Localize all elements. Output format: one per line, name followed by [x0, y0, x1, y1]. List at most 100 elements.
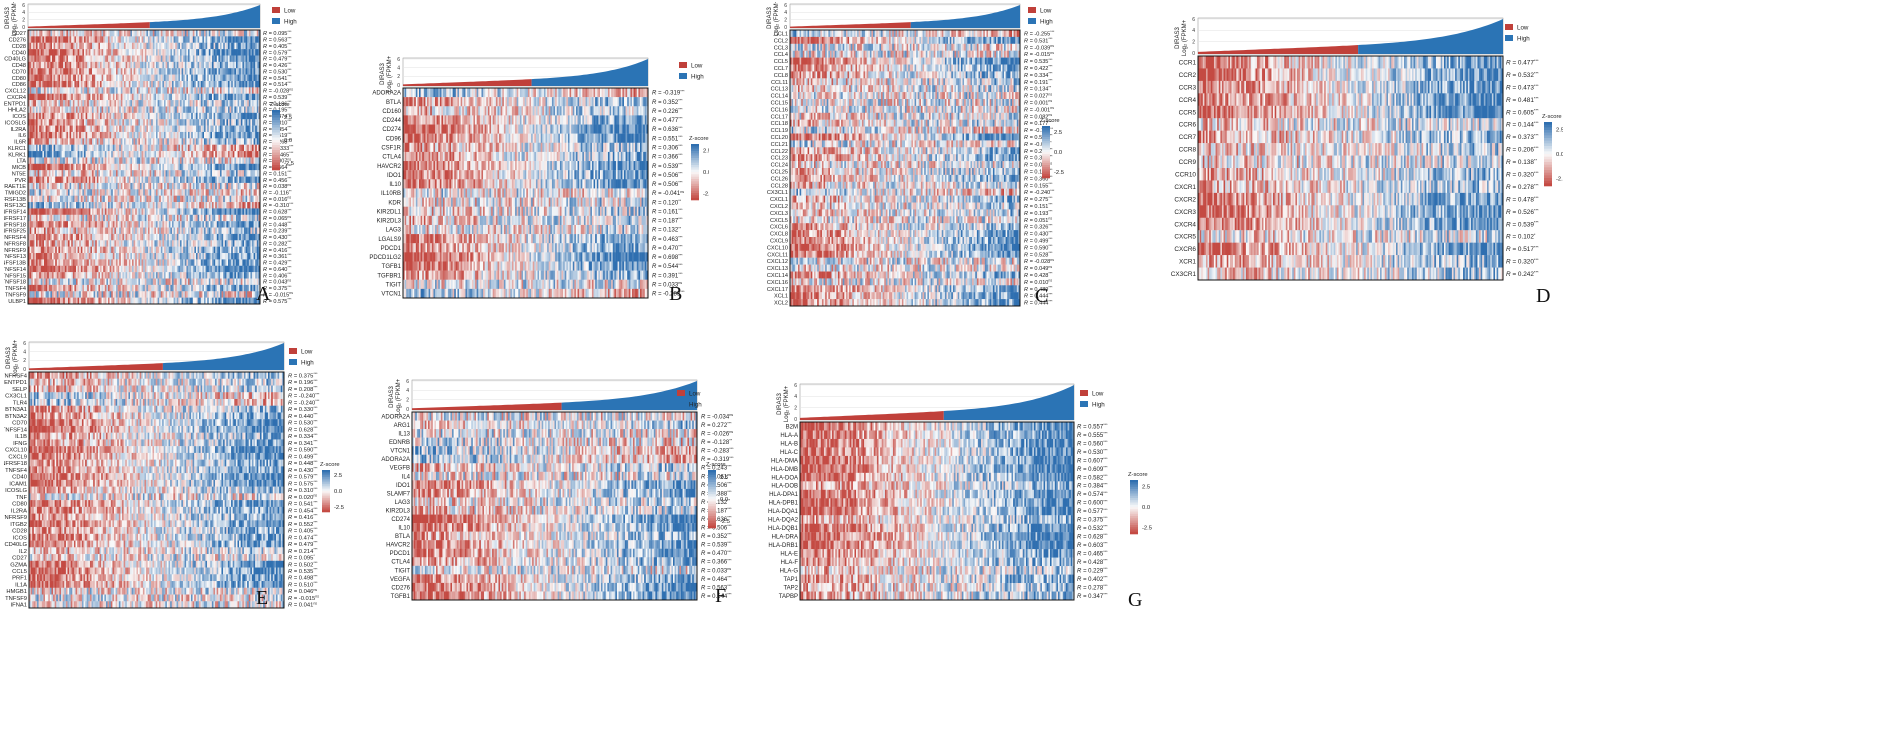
heatmap-cell: [58, 170, 61, 177]
heatmap-cell: [183, 151, 186, 158]
heatmap-cell: [104, 36, 107, 43]
heatmap-cell: [197, 221, 200, 228]
heatmap-cell: [183, 227, 186, 235]
heatmap-cell: [237, 112, 240, 120]
heatmap-cell: [239, 49, 242, 56]
heatmap-cell: [130, 144, 133, 152]
heatmap-cell: [82, 157, 85, 165]
heatmap-cell: [256, 80, 259, 88]
heatmap-cell: [194, 227, 197, 235]
heatmap-cell: [66, 182, 69, 190]
heatmap-cell: [117, 119, 120, 126]
heatmap-cell: [221, 170, 224, 177]
heatmap-cell: [50, 131, 53, 139]
heatmap-cell: [207, 100, 210, 107]
y-tick-label: 6: [22, 3, 25, 9]
heatmap-cell: [36, 68, 38, 75]
heatmap-cell: [82, 233, 85, 241]
heatmap-cell: [120, 144, 123, 152]
heatmap-cell: [34, 112, 37, 120]
heatmap-cell: [256, 131, 259, 139]
heatmap-cell: [40, 170, 43, 177]
heatmap-cell: [154, 68, 157, 75]
heatmap-cell: [164, 119, 166, 126]
heatmap-cell: [117, 176, 120, 184]
heatmap-cell: [69, 221, 72, 228]
heatmap-cell: [215, 74, 218, 82]
heatmap-cell: [77, 106, 80, 114]
heatmap-cell: [202, 182, 205, 190]
heatmap-cell: [60, 93, 62, 101]
heatmap-cell: [181, 182, 184, 190]
heatmap-cell: [48, 144, 51, 152]
heatmap-cell: [117, 144, 120, 152]
heatmap-cell: [236, 221, 238, 228]
heatmap-cell: [213, 100, 216, 107]
heatmap-cell: [200, 208, 203, 215]
heatmap-cell: [71, 138, 74, 145]
heatmap-cell: [196, 49, 198, 56]
heatmap-cell: [250, 30, 253, 37]
heatmap-cell: [236, 176, 238, 184]
heatmap-cell: [117, 36, 120, 43]
heatmap-cell: [92, 208, 94, 215]
heatmap-cell: [85, 87, 88, 94]
heatmap-cell: [162, 138, 165, 145]
heatmap-cell: [221, 87, 224, 94]
heatmap-cell: [244, 61, 246, 69]
heatmap-cell: [183, 195, 186, 203]
heatmap-cell: [72, 157, 75, 165]
heatmap-cell: [109, 221, 112, 228]
heatmap-cell: [40, 42, 43, 50]
heatmap-cell: [226, 93, 229, 101]
heatmap-cell: [154, 106, 157, 114]
heatmap-cell: [146, 221, 149, 228]
heatmap-cell: [95, 182, 98, 190]
heatmap-cell: [77, 36, 80, 43]
heatmap-cell: [167, 176, 170, 184]
heatmap-cell: [72, 163, 75, 171]
heatmap-cell: [80, 30, 83, 37]
heatmap-cell: [133, 144, 136, 152]
heatmap-cell: [213, 144, 216, 152]
heatmap-cell: [88, 227, 91, 235]
heatmap-cell: [103, 106, 106, 114]
heatmap-cell: [130, 36, 133, 43]
heatmap-cell: [36, 80, 38, 88]
heatmap-cell: [216, 138, 219, 145]
heatmap-cell: [114, 176, 117, 184]
r-prefix: R =: [263, 127, 273, 133]
heatmap-cell: [28, 233, 30, 241]
heatmap-cell: [130, 189, 133, 196]
heatmap-cell: [87, 49, 90, 56]
heatmap-cell: [226, 61, 229, 69]
heatmap-cell: [223, 138, 226, 145]
heatmap-cell: [31, 144, 34, 152]
heatmap-cell: [87, 189, 90, 196]
heatmap-cell: [240, 151, 243, 158]
heatmap-cell: [106, 68, 109, 75]
heatmap-cell: [146, 189, 149, 196]
heatmap-cell: [40, 214, 43, 222]
heatmap-cell: [220, 125, 222, 133]
heatmap-cell: [172, 55, 174, 63]
heatmap-cell: [132, 30, 134, 37]
r-significance: ***: [287, 94, 292, 98]
heatmap-cell: [37, 125, 40, 133]
heatmap-cell: [135, 55, 138, 63]
heatmap-cell: [138, 208, 141, 215]
heatmap-cell: [164, 74, 166, 82]
heatmap-cell: [176, 61, 179, 69]
heatmap-cell: [74, 93, 77, 101]
heatmap-cell: [159, 157, 162, 165]
heatmap-cell: [207, 227, 210, 235]
heatmap-cell: [68, 30, 70, 37]
heatmap-cell: [143, 106, 146, 114]
heatmap-cell: [234, 55, 237, 63]
heatmap-cell: [215, 176, 218, 184]
heatmap-cell: [154, 131, 157, 139]
heatmap-cell: [184, 100, 187, 107]
heatmap-cell: [224, 151, 227, 158]
heatmap-cell: [245, 195, 248, 203]
heatmap-cell: [64, 106, 67, 114]
